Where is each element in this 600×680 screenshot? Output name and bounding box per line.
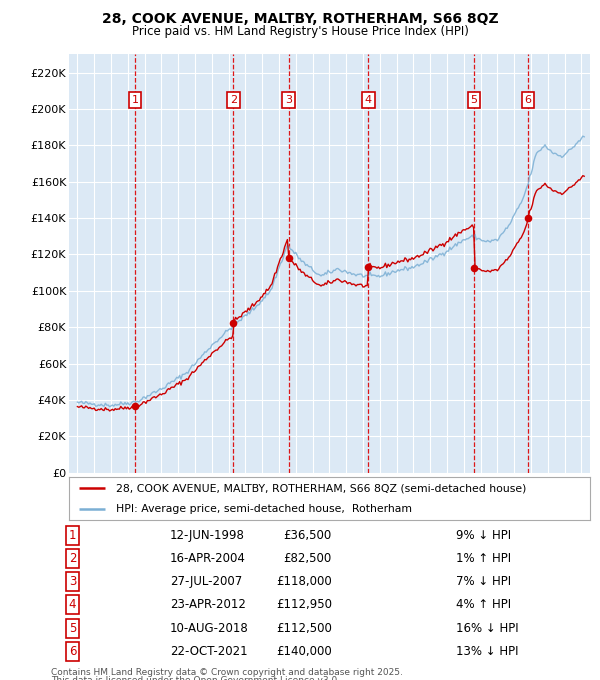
Text: 1% ↑ HPI: 1% ↑ HPI <box>456 552 511 565</box>
Text: 28, COOK AVENUE, MALTBY, ROTHERHAM, S66 8QZ (semi-detached house): 28, COOK AVENUE, MALTBY, ROTHERHAM, S66 … <box>116 483 526 493</box>
Text: 23-APR-2012: 23-APR-2012 <box>170 598 245 611</box>
Point <box>284 252 293 263</box>
Text: £140,000: £140,000 <box>276 645 332 658</box>
Text: 12-JUN-1998: 12-JUN-1998 <box>170 529 245 542</box>
Text: 2: 2 <box>69 552 76 565</box>
Text: This data is licensed under the Open Government Licence v3.0.: This data is licensed under the Open Gov… <box>51 676 340 680</box>
Text: 2: 2 <box>230 95 237 105</box>
Point <box>364 262 373 273</box>
Point <box>469 262 479 273</box>
Text: 5: 5 <box>69 622 76 634</box>
Text: Price paid vs. HM Land Registry's House Price Index (HPI): Price paid vs. HM Land Registry's House … <box>131 25 469 38</box>
Text: 13% ↓ HPI: 13% ↓ HPI <box>456 645 518 658</box>
Text: Contains HM Land Registry data © Crown copyright and database right 2025.: Contains HM Land Registry data © Crown c… <box>51 668 403 677</box>
Text: 1: 1 <box>69 529 76 542</box>
Text: 27-JUL-2007: 27-JUL-2007 <box>170 575 242 588</box>
Text: HPI: Average price, semi-detached house,  Rotherham: HPI: Average price, semi-detached house,… <box>116 505 412 515</box>
Text: 4: 4 <box>69 598 76 611</box>
Text: £112,950: £112,950 <box>276 598 332 611</box>
Text: 9% ↓ HPI: 9% ↓ HPI <box>456 529 511 542</box>
Text: 7% ↓ HPI: 7% ↓ HPI <box>456 575 511 588</box>
Text: £118,000: £118,000 <box>276 575 332 588</box>
Text: 3: 3 <box>285 95 292 105</box>
Text: 1: 1 <box>131 95 139 105</box>
Text: 4% ↑ HPI: 4% ↑ HPI <box>456 598 511 611</box>
Point <box>523 213 533 224</box>
Text: 28, COOK AVENUE, MALTBY, ROTHERHAM, S66 8QZ: 28, COOK AVENUE, MALTBY, ROTHERHAM, S66 … <box>101 12 499 27</box>
Text: 5: 5 <box>470 95 478 105</box>
Text: 6: 6 <box>524 95 532 105</box>
Text: 22-OCT-2021: 22-OCT-2021 <box>170 645 247 658</box>
Text: £36,500: £36,500 <box>284 529 332 542</box>
Text: 3: 3 <box>69 575 76 588</box>
Text: 16% ↓ HPI: 16% ↓ HPI <box>456 622 518 634</box>
Text: 6: 6 <box>69 645 76 658</box>
Point <box>229 317 238 328</box>
Text: 4: 4 <box>365 95 372 105</box>
Point <box>130 401 140 411</box>
Text: £82,500: £82,500 <box>284 552 332 565</box>
Text: 16-APR-2004: 16-APR-2004 <box>170 552 245 565</box>
Text: 10-AUG-2018: 10-AUG-2018 <box>170 622 248 634</box>
Text: £112,500: £112,500 <box>276 622 332 634</box>
